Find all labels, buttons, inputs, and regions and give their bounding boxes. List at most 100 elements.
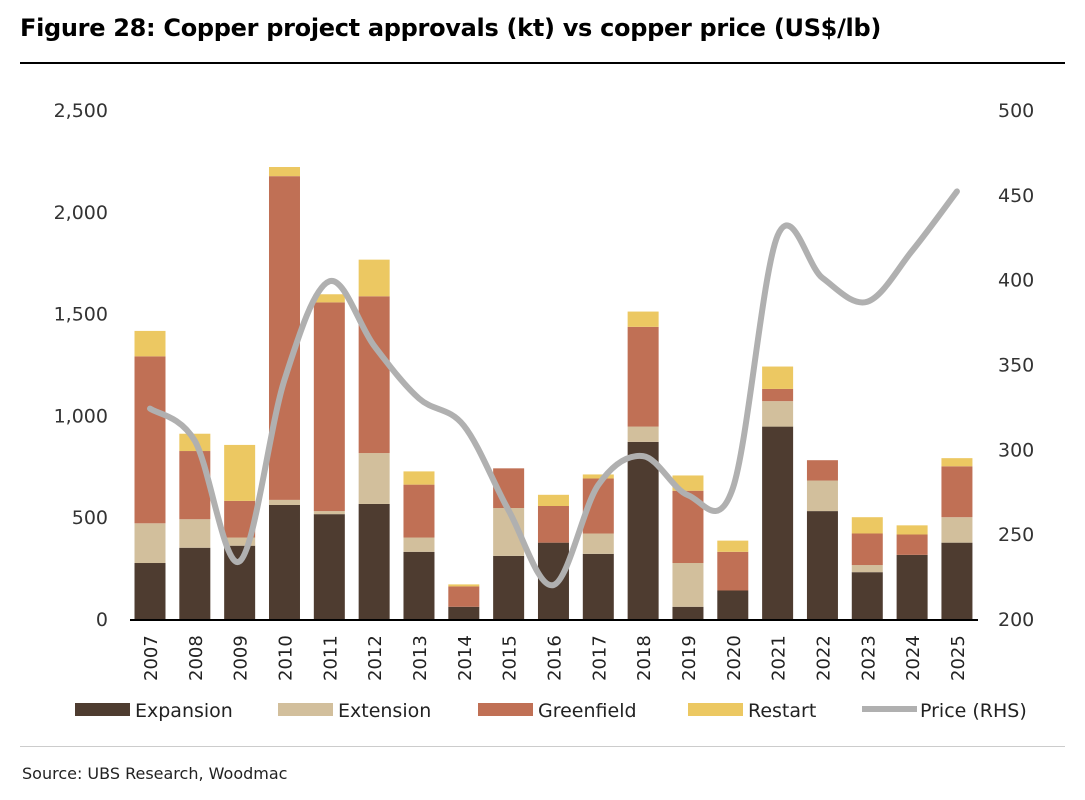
x-tick-label: 2019 <box>679 635 700 681</box>
x-tick-label: 2021 <box>769 635 790 681</box>
bar-restart-2024 <box>896 525 928 535</box>
bar-restart-2010 <box>268 167 300 177</box>
bar-greenfield-2018 <box>627 326 659 427</box>
legend-label-greenfield: Greenfield <box>538 700 637 722</box>
legend-label-expansion: Expansion <box>135 700 233 722</box>
bar-greenfield-2011 <box>313 302 345 512</box>
x-tick-label: 2014 <box>455 635 476 681</box>
bar-extension-2021 <box>762 401 794 427</box>
bar-restart-2009 <box>224 444 256 501</box>
y2-tick-label: 350 <box>998 355 1034 377</box>
bar-extension-2022 <box>806 480 838 512</box>
bar-restart-2018 <box>627 311 659 327</box>
x-tick-label: 2017 <box>589 635 610 681</box>
bar-restart-2014 <box>448 584 480 587</box>
x-tick-label: 2015 <box>500 635 521 681</box>
bar-greenfield-2022 <box>806 460 838 481</box>
y2-tick-label: 400 <box>998 270 1034 292</box>
bar-restart-2023 <box>851 517 883 534</box>
bar-extension-2018 <box>627 426 659 442</box>
y-tick-label: 1,000 <box>54 405 108 427</box>
x-tick-label: 2025 <box>948 635 969 681</box>
x-tick-label: 2007 <box>141 635 162 681</box>
y-tick-label: 2,500 <box>54 100 108 122</box>
bar-extension-2017 <box>582 533 614 554</box>
bar-expansion-2007 <box>134 563 166 619</box>
bar-extension-2012 <box>358 453 390 504</box>
bar-expansion-2022 <box>806 511 838 619</box>
bar-extension-2008 <box>179 519 211 548</box>
bar-expansion-2020 <box>717 590 749 619</box>
bar-expansion-2024 <box>896 554 928 619</box>
bar-extension-2023 <box>851 565 883 573</box>
bar-greenfield-2010 <box>268 176 300 500</box>
bar-expansion-2012 <box>358 503 390 619</box>
bar-greenfield-2013 <box>403 484 435 538</box>
x-tick-label: 2011 <box>320 635 341 681</box>
x-tick-label: 2018 <box>634 635 655 681</box>
bar-restart-2025 <box>941 458 973 467</box>
bar-expansion-2015 <box>493 555 525 619</box>
bar-greenfield-2007 <box>134 356 166 524</box>
source-note: Source: UBS Research, Woodmac <box>22 764 288 783</box>
y-tick-label: 0 <box>96 609 108 631</box>
bar-restart-2020 <box>717 540 749 552</box>
chart: 0 500 1,000 1,500 2,000 2,500 200 250 300 350 400 4… <box>54 100 1035 722</box>
bar-expansion-2011 <box>313 514 345 619</box>
bar-expansion-2023 <box>851 572 883 619</box>
x-tick-label: 2024 <box>903 635 924 681</box>
bar-expansion-2008 <box>179 547 211 619</box>
x-tick-label: 2010 <box>275 635 296 681</box>
legend-label-price: Price (RHS) <box>920 700 1027 722</box>
y2-tick-label: 500 <box>998 100 1034 122</box>
bar-expansion-2014 <box>448 606 480 619</box>
y2-tick-label: 250 <box>998 524 1034 546</box>
bar-restart-2011 <box>313 294 345 303</box>
x-tick-label: 2022 <box>813 635 834 681</box>
divider <box>20 746 1065 747</box>
x-tick-label: 2008 <box>186 635 207 681</box>
bar-greenfield-2023 <box>851 533 883 566</box>
bar-extension-2019 <box>672 563 704 607</box>
bar-greenfield-2014 <box>448 586 480 607</box>
bar-expansion-2021 <box>762 426 794 619</box>
y-tick-label: 2,000 <box>54 202 108 224</box>
bar-greenfield-2025 <box>941 466 973 518</box>
bar-greenfield-2012 <box>358 296 390 454</box>
y2-tick-label: 450 <box>998 185 1034 207</box>
legend-swatch-restart <box>688 703 743 716</box>
x-tick-label: 2009 <box>231 635 252 681</box>
bar-extension-2010 <box>268 499 300 505</box>
legend-label-extension: Extension <box>338 700 431 722</box>
figure-title: Figure 28: Copper project approvals (kt)… <box>20 14 882 42</box>
y2-tick-label: 300 <box>998 439 1034 461</box>
bar-extension-2007 <box>134 523 166 564</box>
bar-restart-2013 <box>403 471 435 485</box>
bar-expansion-2013 <box>403 551 435 619</box>
y2-tick-label: 200 <box>998 609 1034 631</box>
legend-swatch-expansion <box>75 703 130 716</box>
x-tick-label: 2016 <box>544 635 565 681</box>
bar-expansion-2025 <box>941 542 973 619</box>
bar-greenfield-2021 <box>762 388 794 402</box>
bar-restart-2007 <box>134 330 166 357</box>
bar-restart-2016 <box>537 494 569 507</box>
x-tick-label: 2023 <box>858 635 879 681</box>
bar-greenfield-2024 <box>896 534 928 555</box>
x-tick-label: 2020 <box>724 635 745 681</box>
bar-expansion-2010 <box>268 504 300 619</box>
bar-extension-2011 <box>313 511 345 515</box>
y-tick-label: 1,500 <box>54 304 108 326</box>
legend-swatch-extension <box>278 703 333 716</box>
bar-expansion-2018 <box>627 441 659 619</box>
bar-greenfield-2020 <box>717 551 749 591</box>
title-rule <box>20 62 1065 64</box>
bar-expansion-2017 <box>582 553 614 619</box>
bar-restart-2012 <box>358 259 390 297</box>
x-tick-label: 2012 <box>365 635 386 681</box>
bar-expansion-2019 <box>672 606 704 619</box>
y-tick-label: 500 <box>72 507 108 529</box>
bar-extension-2009 <box>224 537 256 546</box>
bar-extension-2013 <box>403 537 435 552</box>
bar-greenfield-2016 <box>537 506 569 543</box>
